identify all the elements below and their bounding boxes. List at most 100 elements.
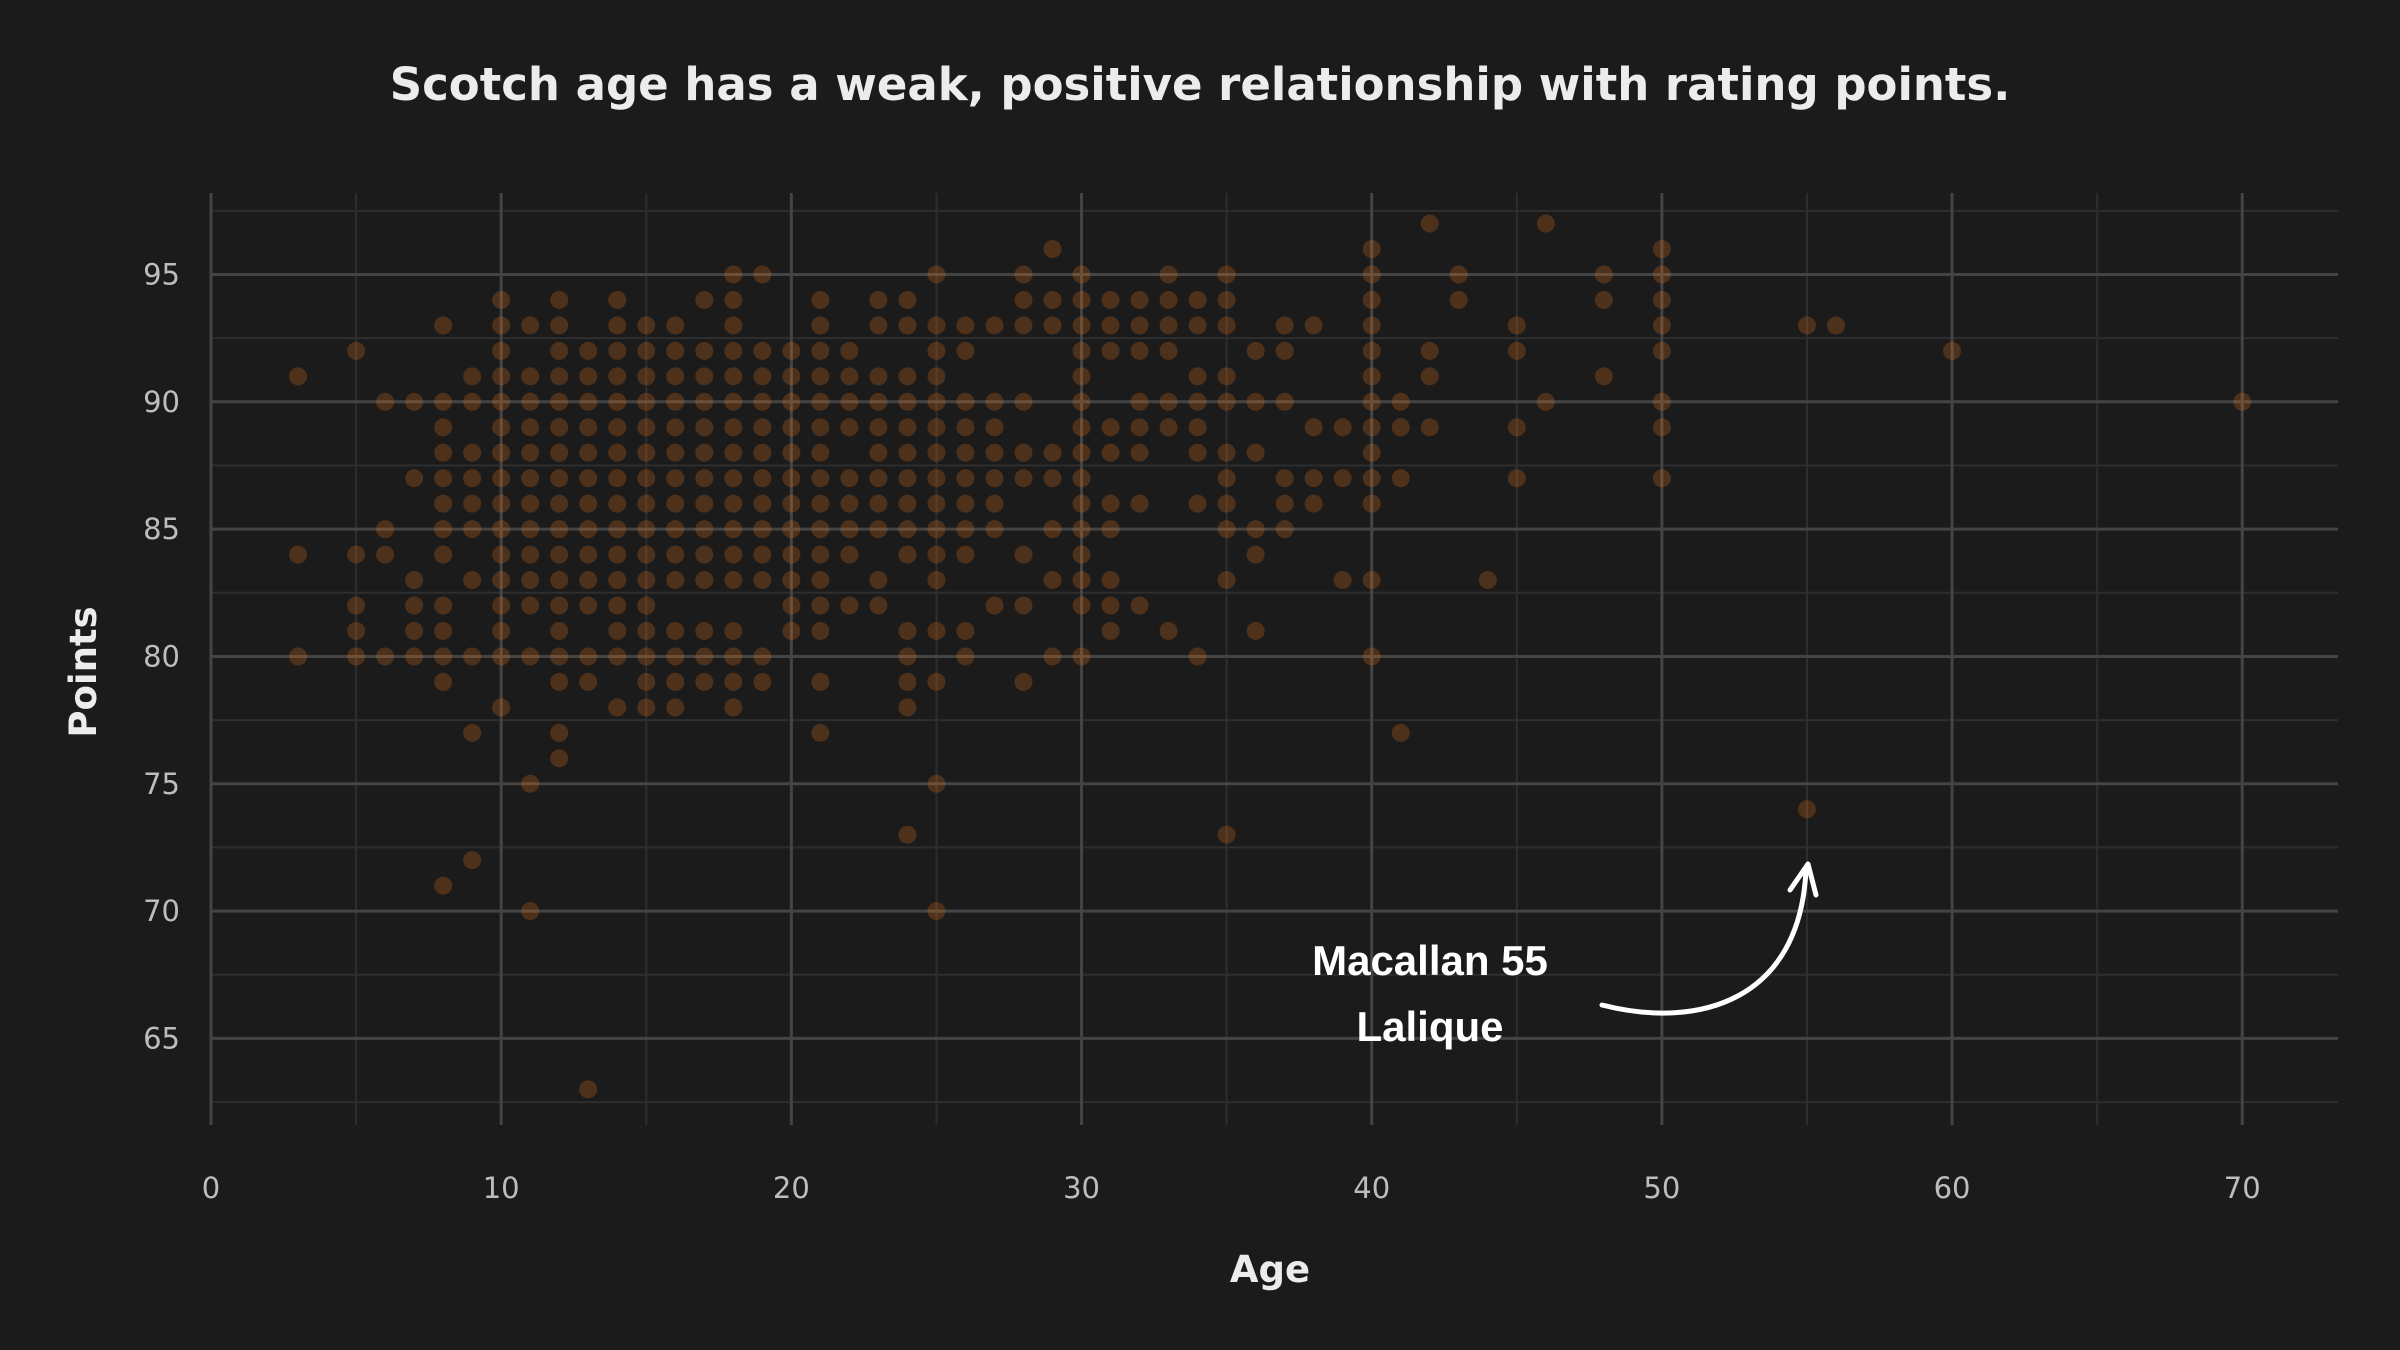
data-point <box>1449 290 1468 309</box>
data-point <box>1362 571 1381 590</box>
data-point <box>550 749 569 768</box>
data-point <box>434 469 453 488</box>
data-point <box>1188 418 1207 437</box>
data-point <box>492 418 511 437</box>
data-point <box>1072 341 1091 360</box>
data-point <box>927 621 946 640</box>
data-point <box>492 571 511 590</box>
data-point <box>1014 392 1033 411</box>
data-point <box>840 596 859 615</box>
data-point <box>1449 265 1468 284</box>
data-point <box>1217 469 1236 488</box>
data-point <box>1188 392 1207 411</box>
data-point <box>463 571 482 590</box>
data-point <box>1594 367 1613 386</box>
data-point <box>463 520 482 539</box>
data-point <box>666 545 685 564</box>
data-point <box>1478 571 1497 590</box>
y-tick-label: 75 <box>143 767 180 801</box>
annotation-arrowhead-icon <box>1787 861 1819 898</box>
y-axis-label: Points <box>62 606 105 737</box>
data-point <box>1159 290 1178 309</box>
data-point <box>956 647 975 666</box>
data-point <box>550 672 569 691</box>
y-tick-label: 85 <box>143 512 180 546</box>
data-point <box>521 418 540 437</box>
data-point <box>463 494 482 513</box>
data-point <box>927 520 946 539</box>
data-point <box>753 672 772 691</box>
data-point <box>898 290 917 309</box>
data-point <box>1159 341 1178 360</box>
data-point <box>579 494 598 513</box>
data-point <box>840 418 859 437</box>
data-point <box>463 723 482 742</box>
data-point <box>1652 418 1671 437</box>
data-point <box>1217 443 1236 462</box>
data-point <box>1304 418 1323 437</box>
data-point <box>1275 341 1294 360</box>
data-point <box>1420 418 1439 437</box>
data-point <box>1333 418 1352 437</box>
data-point <box>1943 341 1962 360</box>
data-point <box>782 392 801 411</box>
data-point <box>724 290 743 309</box>
data-point <box>724 672 743 691</box>
chart-title: Scotch age has a weak, positive relation… <box>390 58 2011 111</box>
data-point <box>1652 392 1671 411</box>
data-point <box>521 443 540 462</box>
data-point <box>927 316 946 335</box>
data-point <box>608 621 627 640</box>
data-point <box>579 545 598 564</box>
data-point <box>753 392 772 411</box>
data-point <box>695 494 714 513</box>
data-point <box>1188 316 1207 335</box>
data-point <box>782 469 801 488</box>
data-point <box>521 494 540 513</box>
data-point <box>608 392 627 411</box>
data-point <box>637 698 656 717</box>
data-point <box>1217 316 1236 335</box>
data-point <box>1420 367 1439 386</box>
data-point <box>956 469 975 488</box>
data-point <box>405 571 424 590</box>
data-point <box>898 621 917 640</box>
data-point <box>1217 520 1236 539</box>
data-point <box>724 367 743 386</box>
data-point <box>1333 571 1352 590</box>
data-point <box>1014 316 1033 335</box>
data-point <box>927 392 946 411</box>
data-point <box>666 698 685 717</box>
data-point <box>434 418 453 437</box>
data-point <box>521 774 540 793</box>
data-point <box>898 545 917 564</box>
data-point <box>1826 316 1845 335</box>
data-point <box>376 392 395 411</box>
data-point <box>1275 392 1294 411</box>
data-point <box>811 672 830 691</box>
data-point <box>753 545 772 564</box>
x-tick-label: 40 <box>1353 1171 1390 1205</box>
data-point <box>1072 290 1091 309</box>
data-point <box>1362 341 1381 360</box>
data-point <box>579 443 598 462</box>
x-tick-label: 0 <box>202 1171 220 1205</box>
data-point <box>927 265 946 284</box>
data-point <box>550 443 569 462</box>
data-point <box>1130 316 1149 335</box>
grid <box>209 193 2338 1125</box>
data-point <box>492 443 511 462</box>
data-point <box>1391 392 1410 411</box>
data-point <box>869 494 888 513</box>
data-point <box>666 418 685 437</box>
data-point <box>434 876 453 895</box>
x-tick-label: 70 <box>2224 1171 2261 1205</box>
data-point <box>608 545 627 564</box>
x-tick-label: 50 <box>1643 1171 1680 1205</box>
data-point <box>1043 469 1062 488</box>
data-point <box>434 596 453 615</box>
data-point <box>637 647 656 666</box>
data-point <box>753 494 772 513</box>
data-point <box>753 418 772 437</box>
data-point <box>811 520 830 539</box>
